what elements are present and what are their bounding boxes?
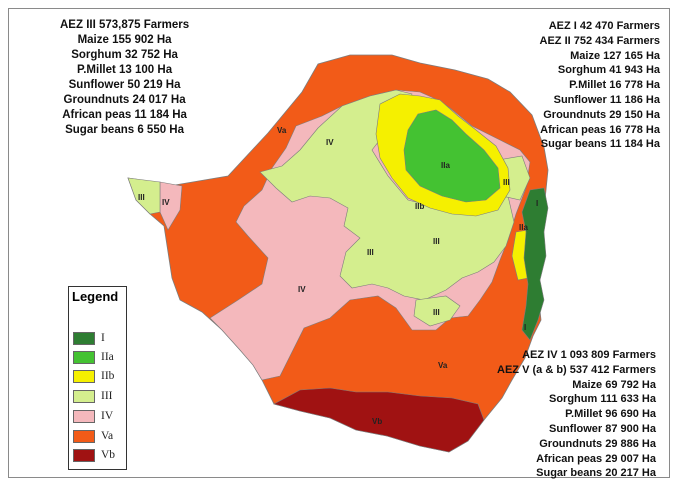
legend-swatch [73, 331, 95, 345]
legend-swatch [73, 389, 95, 403]
stats-line: African peas 16 778 Ha [540, 123, 660, 136]
zone-vb-region [273, 387, 485, 453]
stats-line: Sugar beans 20 217 Ha [536, 467, 656, 480]
stats-line: AEZ II 752 434 Farmers [539, 34, 660, 47]
stats-line: Sunflower 11 186 Ha [553, 93, 660, 106]
zone-label-iii-south: III [433, 308, 440, 317]
zone-label-iia-east: IIa [519, 223, 528, 232]
legend-item-iii: III [73, 389, 113, 403]
zone-label-va-north: Va [277, 126, 287, 135]
zone-iii-south-region [413, 295, 461, 327]
stats-line: AEZ V (a & b) 537 412 Farmers [497, 363, 656, 376]
legend-item-iia: IIa [73, 350, 114, 364]
stats-line: Sugar beans 11 184 Ha [540, 138, 660, 151]
legend-label: Va [101, 430, 114, 442]
stats-line: Sorghum 32 752 Ha [71, 49, 178, 61]
legend-swatch [73, 448, 95, 462]
legend-item-iib: IIb [73, 369, 114, 383]
stats-line: AEZ III 573,875 Farmers [60, 19, 190, 31]
zone-iii-west-region [127, 177, 161, 215]
stats-aez-iii: AEZ III 573,875 Farmers Maize 155 902 Ha… [60, 18, 189, 138]
legend-swatch [73, 369, 95, 383]
zone-i-region [521, 187, 549, 341]
legend-label: IV [101, 410, 114, 422]
stats-line: Maize 127 165 Ha [570, 49, 660, 62]
legend-item-iv: IV [73, 409, 113, 423]
legend-label: I [101, 332, 105, 344]
legend-swatch [73, 350, 95, 364]
zone-label-va-south: Va [438, 361, 448, 370]
stats-line: P.Millet 13 100 Ha [77, 64, 173, 76]
legend-label: IIa [101, 351, 114, 363]
legend-title: Legend [72, 289, 119, 304]
stats-line: Sugar beans 6 550 Ha [65, 124, 185, 136]
stats-line: Maize 69 792 Ha [572, 378, 656, 391]
legend-swatch [73, 429, 95, 443]
stats-line: Groundnuts 29 150 Ha [543, 108, 660, 121]
stats-line: Sunflower 50 219 Ha [68, 79, 181, 91]
stats-line: P.Millet 96 690 Ha [565, 408, 656, 421]
stats-line: African peas 29 007 Ha [536, 452, 656, 465]
legend-item-vb: Vb [73, 448, 115, 462]
zone-label-iib: IIb [415, 202, 424, 211]
zone-iia-region [403, 109, 501, 203]
legend-swatch [73, 409, 95, 423]
legend-label: IIb [101, 370, 115, 382]
zone-label-iii-east: III [503, 178, 510, 187]
zone-label-iv-south: IV [298, 285, 306, 294]
stats-line: Groundnuts 24 017 Ha [63, 94, 186, 106]
zone-label-vb: Vb [372, 417, 382, 426]
stats-line: AEZ I 42 470 Farmers [548, 20, 660, 32]
legend-item-va: Va [73, 429, 113, 443]
zone-iii-region [259, 89, 515, 301]
stats-line: AEZ IV 1 093 809 Farmers [522, 349, 656, 361]
zone-label-iii-mid: III [367, 248, 374, 257]
stats-line: Sorghum 111 633 Ha [549, 393, 656, 406]
zone-label-i-north: I [536, 199, 538, 208]
zone-label-iv-west: IV [162, 198, 170, 207]
stats-line: Groundnuts 29 886 Ha [539, 437, 656, 450]
stats-line: Maize 155 902 Ha [77, 34, 172, 46]
zone-label-iv-north: IV [326, 138, 334, 147]
zone-label-i-south: I [524, 323, 526, 332]
stats-aez-iv-v: AEZ IV 1 093 809 Farmers AEZ V (a & b) 5… [497, 348, 656, 481]
map-legend: Legend I IIa IIb III IV Va Vb [68, 286, 127, 470]
legend-label: Vb [101, 449, 116, 461]
zone-label-iii-central: III [433, 237, 440, 246]
legend-item-i: I [73, 331, 105, 345]
legend-label: III [101, 390, 113, 402]
stats-line: African peas 11 184 Ha [62, 109, 187, 121]
stats-line: Sunflower 87 900 Ha [549, 422, 656, 435]
stats-line: P.Millet 16 778 Ha [569, 79, 660, 92]
stats-line: Sorghum 41 943 Ha [557, 64, 660, 77]
zone-label-iia: IIa [441, 161, 450, 170]
zone-label-iii-west: III [138, 193, 145, 202]
stats-aez-i-ii: AEZ I 42 470 Farmers AEZ II 752 434 Farm… [540, 19, 660, 152]
